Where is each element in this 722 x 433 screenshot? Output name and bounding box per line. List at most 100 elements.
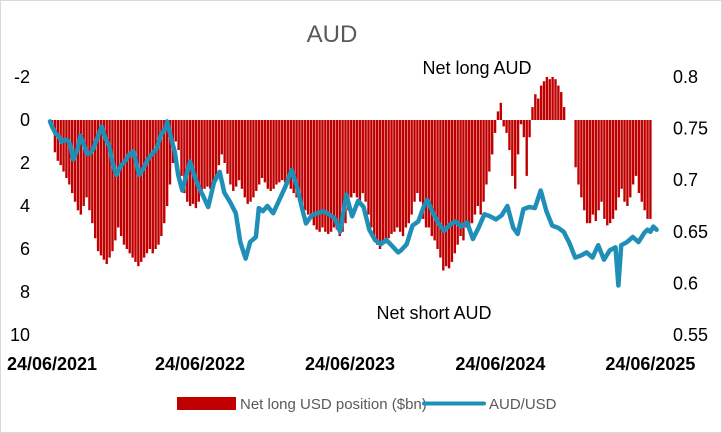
aud-usd-line (47, 119, 659, 288)
bar (375, 120, 379, 245)
bar (419, 120, 422, 202)
bar (197, 120, 200, 202)
bar (114, 120, 117, 241)
bar (361, 120, 364, 194)
bar (594, 120, 597, 222)
bar (329, 120, 333, 232)
bar (191, 120, 195, 204)
bar (545, 77, 549, 120)
left-tick-label: 0 (20, 110, 30, 130)
bar (525, 120, 528, 176)
bar (580, 120, 583, 198)
bar (629, 120, 632, 198)
left-tick-label: -2 (14, 67, 30, 87)
legend: Net long USD position ($bn) AUD/USD (177, 396, 557, 413)
bar (137, 120, 140, 267)
bar (128, 120, 131, 254)
bar (358, 120, 362, 202)
bar (401, 120, 405, 237)
bar (611, 120, 615, 219)
bar (324, 120, 327, 232)
bar (560, 92, 563, 120)
bar (459, 120, 462, 237)
bar (600, 120, 603, 202)
bar (200, 120, 203, 196)
bar (318, 120, 321, 232)
bar (499, 102, 503, 120)
bar (140, 120, 143, 262)
bar (623, 120, 626, 202)
bar (479, 120, 482, 215)
right-axis-ticks: 0.8 0.75 0.7 0.65 0.6 0.55 (673, 67, 708, 345)
bar (620, 120, 623, 189)
bar (148, 120, 152, 249)
chart-title: AUD (307, 21, 358, 48)
bar (246, 120, 249, 204)
bar (292, 120, 295, 194)
bar (476, 120, 480, 206)
bar-series-group (50, 77, 652, 271)
bar (94, 120, 97, 239)
bar (220, 120, 223, 155)
bar (597, 120, 600, 211)
bar (442, 120, 445, 271)
bar (119, 120, 123, 237)
bar (278, 120, 281, 183)
right-tick-label: 0.6 (673, 273, 698, 293)
bar (606, 120, 609, 226)
bar (373, 120, 376, 237)
bar (557, 85, 560, 120)
bar (390, 120, 393, 234)
bar (272, 120, 275, 189)
bar (502, 120, 505, 127)
bar (142, 120, 146, 258)
bar (154, 120, 157, 249)
right-tick-label: 0.7 (673, 170, 698, 190)
bar (125, 120, 129, 249)
bar (108, 120, 111, 258)
bar (539, 85, 543, 120)
bar (352, 120, 356, 194)
bar (91, 120, 94, 224)
bar (384, 120, 387, 243)
bar (488, 120, 491, 172)
right-tick-label: 0.65 (673, 222, 708, 242)
bar (321, 120, 324, 228)
bar (588, 120, 592, 224)
bar (427, 120, 431, 228)
bar (387, 120, 390, 239)
bar (249, 120, 252, 202)
left-tick-label: 6 (20, 239, 30, 259)
bar (206, 120, 209, 187)
annotation-net-short-aud: Net short AUD (376, 303, 491, 323)
bar (76, 120, 80, 211)
x-tick-label: 24/06/2024 (455, 354, 545, 374)
bar (105, 120, 108, 265)
bar (229, 120, 232, 185)
bar (562, 107, 566, 120)
bar (591, 120, 595, 215)
bar (234, 120, 238, 187)
bar (462, 120, 465, 241)
bar (436, 120, 439, 249)
bar (574, 120, 577, 168)
x-tick-label: 24/06/2022 (155, 354, 245, 374)
bar (511, 120, 514, 176)
bar (275, 120, 278, 185)
bar (168, 120, 172, 185)
bar (522, 120, 526, 138)
x-tick-label: 24/06/2025 (605, 354, 695, 374)
bar (485, 120, 488, 185)
bar (102, 120, 106, 260)
bar (470, 120, 474, 224)
bar (194, 120, 198, 209)
bar (424, 120, 428, 228)
bar (453, 120, 456, 254)
bar (637, 120, 641, 194)
bar (289, 120, 293, 189)
bar (312, 120, 316, 226)
bar (537, 98, 540, 120)
bar (335, 120, 339, 230)
bar (96, 120, 100, 252)
bar (186, 120, 189, 202)
